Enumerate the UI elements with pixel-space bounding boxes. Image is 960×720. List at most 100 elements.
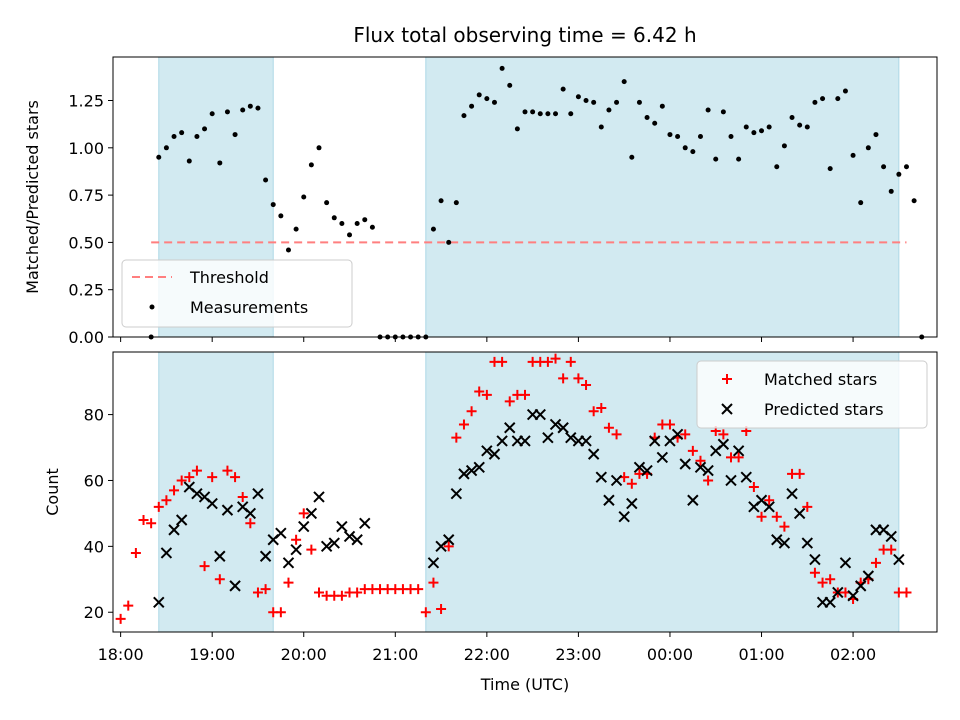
y-tick-label: 40 (84, 537, 104, 556)
matched-star-point (283, 577, 294, 588)
x-axis-label: Time (UTC) (480, 675, 569, 694)
measurement-point (789, 115, 795, 121)
measurement-point (713, 156, 719, 162)
predicted-star-point (633, 461, 646, 474)
predicted-star-point (595, 471, 608, 483)
bottom-series-layer (115, 353, 912, 624)
predicted-star-point (717, 438, 730, 450)
matched-star-point (771, 511, 782, 522)
predicted-star-point (282, 557, 295, 569)
measurement-point (224, 109, 230, 115)
matched-star-point (809, 567, 820, 578)
measurement-point (797, 122, 803, 128)
x-tick-label: 00:00 (647, 645, 693, 664)
matched-star-point (802, 501, 813, 512)
top-y-axis: 0.00 0.25 0.50 0.75 1.00 1.25 (68, 92, 113, 347)
matched-star-point (153, 501, 164, 512)
predicted-star-point (504, 422, 516, 434)
y-tick-label: 1.25 (68, 92, 104, 111)
measurement-point (766, 124, 772, 130)
shaded-span (425, 56, 900, 338)
measurement-point (614, 99, 620, 105)
x-tick-label: 19:00 (189, 645, 235, 664)
matched-star-point (458, 419, 469, 430)
matched-star-point (306, 544, 317, 555)
predicted-star-point (893, 553, 905, 566)
predicted-star-point (153, 596, 165, 609)
predicted-star-point (656, 451, 669, 464)
legend-matched-swatch (722, 374, 732, 384)
measurement-point (629, 154, 635, 160)
measurement-point (438, 198, 444, 204)
measurement-point (781, 143, 787, 149)
bottom-x-axis: 18:00 19:00 20:00 21:00 22:00 23:00 00:00 01:00… (98, 632, 876, 664)
predicted-star-point (847, 590, 859, 602)
measurement-point (308, 162, 314, 168)
measurement-point (804, 124, 810, 130)
matched-star-point (520, 389, 530, 400)
x-tick-label: 02:00 (830, 645, 876, 664)
measurement-point (240, 107, 246, 113)
predicted-star-point (626, 497, 638, 510)
matched-star-point (703, 475, 714, 486)
measurement-point (362, 217, 368, 223)
predicted-star-point (328, 537, 340, 549)
matched-star-point (291, 534, 302, 545)
matched-star-point (466, 406, 477, 417)
measurement-point (453, 200, 459, 206)
measurement-point (751, 130, 757, 136)
top-legend-box (121, 259, 353, 328)
measurement-point (476, 92, 482, 98)
measurement-point (156, 154, 162, 160)
x-tick-label: 18:00 (98, 645, 144, 664)
matched-star-point (420, 607, 431, 618)
predicted-star-point (557, 422, 569, 434)
measurement-point (446, 239, 452, 245)
measurement-point (194, 133, 200, 139)
measurement-point (263, 177, 269, 183)
measurement-point (644, 115, 650, 121)
x-tick-label: 20:00 (281, 645, 327, 664)
y-tick-label: 80 (84, 406, 104, 425)
measurement-point (331, 215, 337, 221)
measurement-point (743, 124, 749, 130)
predicted-star-point (343, 530, 356, 543)
measurement-point (697, 133, 703, 139)
predicted-star-point (542, 431, 554, 444)
measurement-point (812, 99, 818, 105)
measurement-point (499, 65, 505, 71)
matched-star-point (436, 603, 447, 614)
predicted-star-point (519, 435, 531, 447)
matched-star-point (756, 511, 767, 522)
matched-star-point (443, 541, 454, 552)
measurement-point (247, 103, 253, 109)
matched-star-point (336, 590, 347, 601)
measurement-point (484, 96, 490, 102)
measurement-point (911, 198, 917, 204)
measurement-point (491, 99, 497, 105)
y-tick-label: 0.00 (68, 328, 104, 347)
predicted-star-point (351, 534, 363, 546)
top-y-axis-label: Matched/Predicted stars (23, 100, 42, 294)
measurement-point (835, 96, 841, 102)
predicted-star-point (885, 530, 897, 543)
predicted-star-point (473, 461, 485, 474)
matched-star-point (222, 465, 233, 476)
bottom-legend-box (696, 360, 928, 429)
matched-star-point (817, 577, 828, 588)
matched-star-point (581, 379, 592, 390)
predicted-star-point (298, 520, 310, 533)
measurement-point (858, 200, 864, 206)
predicted-star-point (320, 540, 333, 553)
matched-star-point (733, 452, 744, 463)
matched-star-point (573, 373, 584, 384)
predicted-star-point (824, 596, 836, 609)
top-plot-frame (112, 56, 938, 338)
measurement-point (316, 145, 322, 151)
matched-star-point (115, 613, 126, 624)
legend-predicted-label: Predicted stars (764, 400, 884, 419)
matched-star-point (626, 478, 637, 489)
y-tick-label: 1.00 (68, 139, 104, 158)
matched-star-point (779, 521, 790, 532)
predicted-star-point (587, 448, 600, 460)
